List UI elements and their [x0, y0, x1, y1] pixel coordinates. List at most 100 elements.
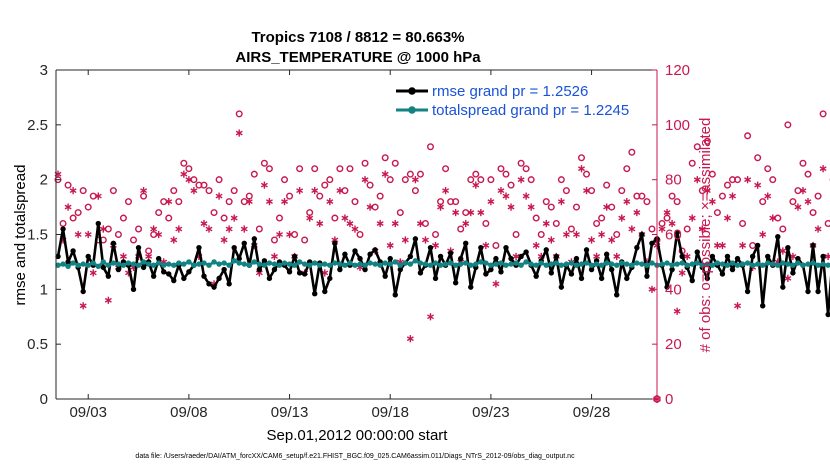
obs-assimilated-point — [437, 203, 445, 211]
obs-possible-point — [165, 214, 173, 222]
totalspread-point — [231, 258, 237, 264]
rmse-point — [226, 281, 232, 287]
legend-box — [392, 80, 652, 124]
rmse-point — [598, 275, 605, 282]
obs-assimilated-point — [326, 198, 334, 206]
totalspread-point — [825, 262, 830, 268]
obs-assimilated-point — [427, 313, 434, 321]
obs-possible-point — [492, 241, 500, 249]
obs-possible-markers — [54, 110, 830, 255]
obs-possible-point — [562, 187, 570, 195]
obs-assimilated-point — [165, 198, 173, 206]
totalspread-point — [739, 261, 746, 267]
totalspread-point — [130, 261, 137, 267]
totalspread-point — [452, 262, 459, 268]
rmse-point — [644, 273, 650, 279]
totalspread-point — [704, 261, 711, 267]
rmse-point — [231, 244, 237, 251]
obs-assimilated-point — [648, 285, 656, 293]
rmse-point — [573, 255, 580, 262]
rmse-point — [95, 220, 101, 227]
rmse-point — [679, 253, 685, 260]
x-tick-label: 09/03 — [69, 404, 107, 421]
legend-rmse-label: rmse grand pr = 1.2526 — [432, 83, 588, 100]
obs-possible-point — [210, 209, 218, 217]
rmse-point — [337, 266, 343, 273]
obs-assimilated-point — [718, 241, 726, 250]
totalspread-point — [719, 261, 726, 267]
obs-possible-point — [522, 165, 530, 173]
obs-possible-point — [804, 170, 812, 178]
totalspread-point — [820, 261, 826, 267]
totalspread-point — [493, 261, 499, 267]
legend-rmse-marker — [408, 87, 416, 95]
rmse-point — [256, 266, 263, 273]
obs-assimilated-point — [89, 269, 97, 277]
x-tick-label: 09/13 — [271, 404, 309, 421]
obs-possible-point — [774, 214, 782, 222]
rmse-point — [503, 244, 509, 251]
obs-assimilated-point — [713, 241, 721, 250]
totalspread-point — [412, 258, 419, 264]
obs-possible-point — [819, 110, 827, 118]
obs-possible-point — [572, 203, 580, 211]
obs-possible-point — [487, 176, 495, 184]
totalspread-point — [80, 261, 86, 267]
obs-assimilated-point — [119, 252, 127, 261]
obs-assimilated-point — [64, 203, 72, 211]
obs-possible-point — [457, 225, 465, 233]
obs-assimilated-point — [265, 198, 273, 206]
rmse-point — [105, 273, 112, 279]
rmse-point — [805, 288, 811, 295]
obs-assimilated-point — [94, 192, 102, 200]
obs-assimilated-point — [663, 208, 671, 217]
obs-assimilated-point — [381, 170, 389, 178]
obs-assimilated-point — [764, 192, 772, 200]
obs-assimilated-point — [824, 252, 830, 261]
obs-assimilated-point — [633, 208, 641, 217]
rmse-point — [181, 275, 187, 282]
obs-possible-point — [301, 236, 309, 244]
y-right-tick-label: 40 — [665, 281, 682, 298]
rmse-point — [312, 291, 318, 297]
obs-assimilated-point — [351, 225, 359, 233]
totalspread-point — [800, 262, 806, 268]
obs-possible-point — [567, 225, 575, 233]
obs-assimilated-point — [794, 203, 802, 211]
obs-assimilated-point — [150, 225, 158, 233]
obs-assimilated-point — [779, 247, 787, 255]
y-ticks-left: 0 0.5 1 1.5 2 2.5 3 — [27, 62, 61, 408]
obs-possible-point — [693, 143, 701, 151]
obs-assimilated-point — [341, 214, 349, 222]
rmse-point — [674, 229, 680, 236]
x-axis-label: Sep.01,2012 00:00:00 start — [267, 427, 449, 444]
totalspread-point — [614, 262, 620, 268]
totalspread-point — [296, 259, 303, 265]
obs-assimilated-point — [421, 236, 429, 244]
rmse-point — [614, 292, 620, 298]
totalspread-point — [578, 261, 585, 267]
obs-assimilated-point — [562, 230, 570, 239]
obs-possible-point — [552, 220, 560, 228]
obs-possible-point — [185, 165, 193, 173]
totalspread-point — [669, 262, 675, 268]
rmse-point — [100, 264, 107, 271]
totalspread-point — [140, 259, 147, 265]
totalspread-point — [518, 262, 524, 268]
rmse-point — [603, 251, 610, 257]
totalspread-point — [85, 262, 91, 268]
obs-possible-point — [250, 170, 258, 178]
rmse-point — [729, 266, 736, 273]
totalspread-point — [176, 260, 182, 266]
totalspread-point — [724, 262, 731, 268]
rmse-point — [271, 266, 278, 273]
rmse-point — [60, 226, 66, 232]
totalspread-point — [347, 260, 353, 266]
obs-assimilated-point — [804, 198, 812, 206]
obs-possible-point — [557, 176, 565, 184]
obs-possible-point — [411, 187, 419, 195]
totalspread-point — [483, 260, 489, 266]
obs-assimilated-point — [512, 252, 520, 261]
rmse-point — [790, 270, 796, 276]
totalspread-point — [815, 262, 821, 268]
